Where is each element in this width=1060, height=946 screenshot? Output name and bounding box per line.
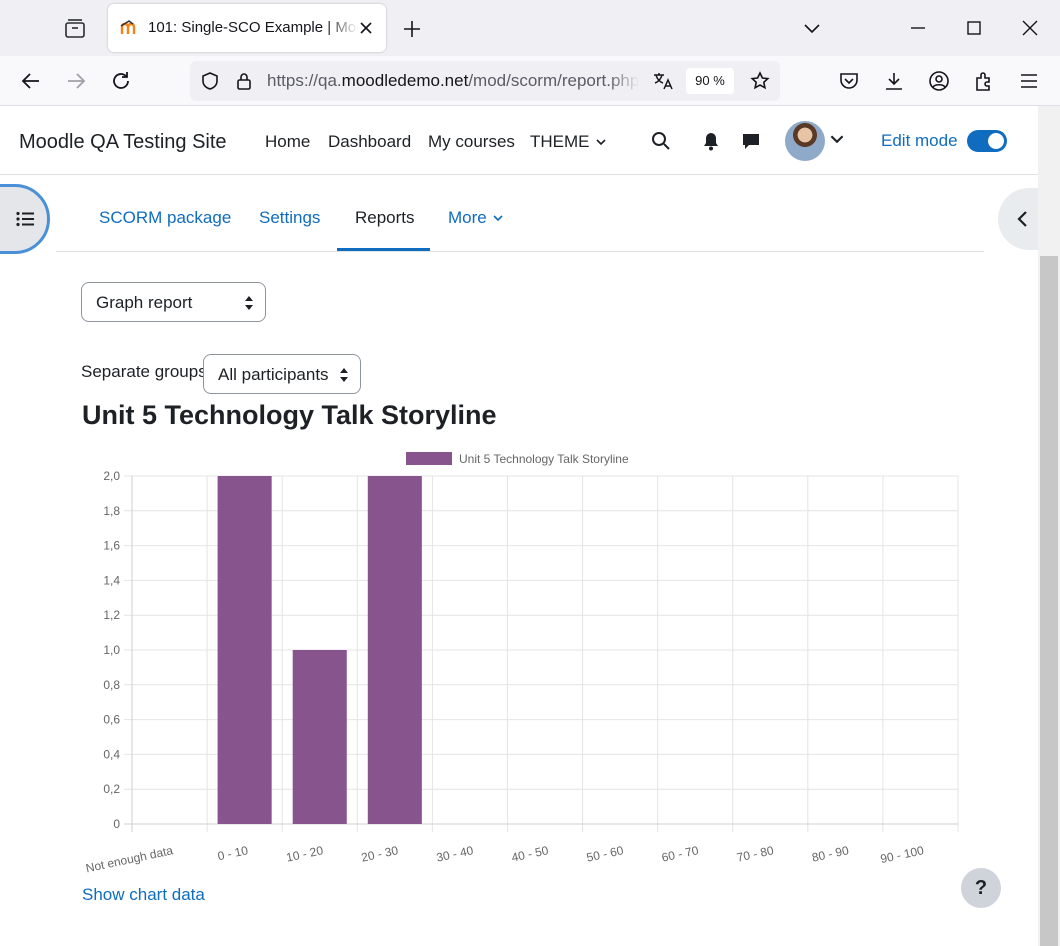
page-scrollbar[interactable] bbox=[1038, 106, 1060, 946]
search-icon[interactable] bbox=[650, 130, 672, 152]
scrollbar-thumb[interactable] bbox=[1040, 256, 1058, 946]
pocket-icon[interactable] bbox=[836, 68, 862, 94]
nav-my-courses[interactable]: My courses bbox=[428, 132, 515, 151]
secondary-navigation: SCORM package Settings Reports More bbox=[56, 184, 984, 252]
site-name[interactable]: Moodle QA Testing Site bbox=[19, 131, 227, 153]
x-tick-label: 60 - 70 bbox=[660, 843, 700, 865]
x-tick-label: 70 - 80 bbox=[735, 843, 775, 865]
x-tick-label: 0 - 10 bbox=[216, 843, 249, 863]
close-tab-icon[interactable] bbox=[356, 18, 376, 38]
edit-mode-toggle[interactable] bbox=[967, 130, 1007, 152]
y-tick-label: 2,0 bbox=[103, 469, 120, 483]
x-tick-label: 50 - 60 bbox=[585, 843, 625, 865]
course-index-drawer-toggle[interactable] bbox=[0, 184, 50, 254]
zoom-level-badge[interactable]: 90 % bbox=[686, 68, 734, 94]
notifications-bell-icon[interactable] bbox=[700, 130, 722, 152]
x-tick-label: Not enough data bbox=[84, 843, 174, 875]
download-icon[interactable] bbox=[881, 68, 907, 94]
minimize-icon[interactable] bbox=[906, 16, 930, 40]
x-tick-label: 40 - 50 bbox=[510, 843, 550, 865]
report-type-value: Graph report bbox=[96, 293, 193, 312]
user-avatar[interactable] bbox=[785, 121, 825, 161]
groups-value: All participants bbox=[218, 365, 329, 384]
close-window-icon[interactable] bbox=[1018, 16, 1042, 40]
bar bbox=[367, 476, 422, 824]
graph-report-chart: 0 0,2 0,4 0,6 0,8 1,0 1,2 1,4 1,6 1,8 2,0 Not enoug… bbox=[84, 452, 959, 875]
x-tick-label: 20 - 30 bbox=[360, 843, 400, 865]
x-tick-label: 30 - 40 bbox=[435, 843, 475, 865]
browser-nav-bar: https://qa.moodledemo.net/mod/scorm/repo… bbox=[0, 56, 1060, 106]
bar bbox=[217, 476, 272, 824]
moodle-navbar: Moodle QA Testing Site Home Dashboard My… bbox=[0, 106, 1038, 175]
help-button[interactable]: ? bbox=[961, 868, 1001, 908]
address-bar[interactable]: https://qa.moodledemo.net/mod/scorm/repo… bbox=[190, 61, 780, 101]
select-caret-icon bbox=[340, 368, 348, 382]
y-tick-label: 0 bbox=[113, 817, 120, 831]
new-tab-icon[interactable] bbox=[400, 17, 424, 41]
separate-groups-label: Separate groups bbox=[81, 362, 207, 381]
bar bbox=[292, 650, 347, 824]
messages-icon[interactable] bbox=[740, 130, 762, 152]
x-tick-label: 80 - 90 bbox=[811, 843, 851, 865]
lock-icon[interactable] bbox=[234, 71, 254, 91]
account-icon[interactable] bbox=[926, 68, 952, 94]
legend-label: Unit 5 Technology Talk Storyline bbox=[459, 452, 629, 466]
y-tick-label: 0,2 bbox=[103, 782, 120, 796]
maximize-icon[interactable] bbox=[962, 16, 986, 40]
chevron-down-icon bbox=[493, 215, 504, 222]
tab-title: 101: Single-SCO Example | Moodle bbox=[148, 19, 358, 36]
y-tick-label: 0,6 bbox=[103, 713, 120, 727]
edit-mode-label: Edit mode bbox=[881, 131, 958, 150]
tab-list-chevron-icon[interactable] bbox=[800, 16, 824, 40]
nav-theme[interactable]: THEME bbox=[530, 132, 606, 152]
extensions-icon[interactable] bbox=[971, 68, 997, 94]
groups-select[interactable]: All participants bbox=[203, 354, 361, 394]
forward-arrow-icon[interactable] bbox=[63, 68, 89, 94]
report-type-select[interactable]: Graph report bbox=[81, 282, 266, 322]
browser-tab-bar: 101: Single-SCO Example | Moodle bbox=[0, 0, 1060, 56]
url-text: https://qa.moodledemo.net/mod/scorm/repo… bbox=[267, 71, 639, 90]
back-arrow-icon[interactable] bbox=[18, 68, 44, 94]
y-tick-label: 0,8 bbox=[103, 678, 120, 692]
nav-dashboard[interactable]: Dashboard bbox=[328, 132, 412, 151]
shield-icon[interactable] bbox=[200, 71, 220, 91]
y-tick-label: 1,4 bbox=[103, 573, 120, 587]
nav-home[interactable]: Home bbox=[265, 132, 311, 151]
browser-tab[interactable]: 101: Single-SCO Example | Moodle bbox=[108, 4, 386, 52]
select-caret-icon bbox=[245, 296, 253, 310]
reload-icon[interactable] bbox=[108, 68, 134, 94]
show-chart-data-link[interactable]: Show chart data bbox=[82, 885, 205, 904]
tab-more[interactable]: More bbox=[448, 208, 504, 228]
bookmark-star-icon[interactable] bbox=[750, 71, 770, 91]
legend-swatch bbox=[406, 452, 452, 465]
x-tick-label: 90 - 100 bbox=[879, 843, 925, 866]
user-menu-chevron-icon[interactable] bbox=[830, 132, 852, 154]
tab-overview-icon[interactable] bbox=[62, 16, 88, 42]
y-tick-label: 0,4 bbox=[103, 747, 120, 761]
tab-settings[interactable]: Settings bbox=[259, 208, 321, 227]
moodle-favicon-icon bbox=[120, 20, 140, 36]
tab-scorm-package[interactable]: SCORM package bbox=[99, 208, 232, 227]
chevron-down-icon bbox=[596, 139, 606, 146]
chevron-left-icon bbox=[1017, 211, 1027, 227]
translate-icon[interactable] bbox=[652, 71, 673, 91]
y-tick-label: 1,2 bbox=[103, 608, 120, 622]
y-tick-label: 1,0 bbox=[103, 643, 120, 657]
report-title: Unit 5 Technology Talk Storyline bbox=[82, 400, 497, 430]
list-icon bbox=[16, 211, 34, 227]
tab-reports[interactable]: Reports bbox=[355, 208, 415, 227]
x-tick-label: 10 - 20 bbox=[285, 843, 325, 865]
y-tick-label: 1,6 bbox=[103, 539, 120, 553]
y-tick-label: 1,8 bbox=[103, 504, 120, 518]
menu-hamburger-icon[interactable] bbox=[1016, 68, 1042, 94]
active-tab-indicator bbox=[337, 248, 430, 251]
